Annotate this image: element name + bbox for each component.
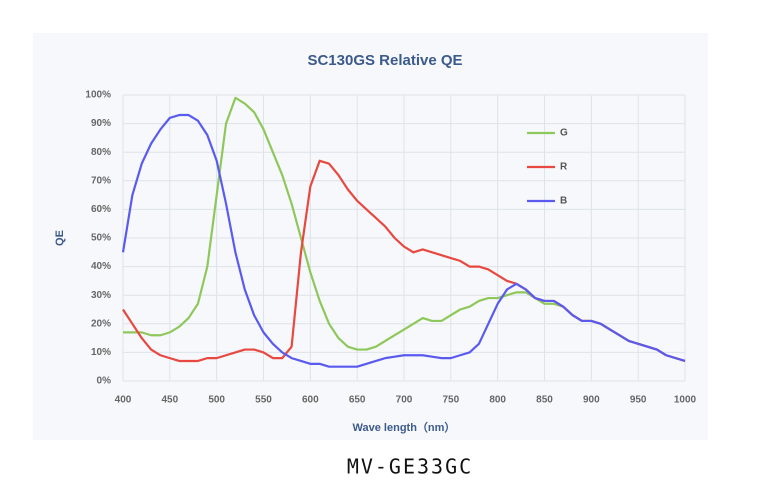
x-tick-label: 400 bbox=[115, 395, 132, 406]
x-tick-label: 700 bbox=[396, 395, 413, 406]
y-tick-label: 20% bbox=[91, 318, 111, 329]
y-tick-label: 50% bbox=[91, 233, 111, 244]
x-tick-label: 750 bbox=[442, 395, 459, 406]
x-tick-label: 800 bbox=[489, 395, 506, 406]
y-tick-label: 60% bbox=[91, 204, 111, 215]
x-tick-label: 850 bbox=[536, 395, 553, 406]
x-tick-label: 900 bbox=[583, 395, 600, 406]
y-tick-label: 90% bbox=[91, 118, 111, 129]
y-tick-label: 0% bbox=[97, 376, 112, 387]
x-tick-label: 500 bbox=[208, 395, 225, 406]
x-tick-label: 1000 bbox=[674, 395, 697, 406]
y-tick-label: 70% bbox=[91, 175, 111, 186]
x-tick-label: 650 bbox=[349, 395, 366, 406]
legend-label: B bbox=[560, 196, 567, 207]
legend-label: G bbox=[560, 128, 568, 139]
caption: MV-GE33GC bbox=[347, 455, 473, 479]
y-tick-label: 30% bbox=[91, 290, 111, 301]
x-tick-label: 600 bbox=[302, 395, 319, 406]
x-tick-label: 550 bbox=[255, 395, 272, 406]
x-axis-label: Wave length（nm） bbox=[353, 421, 456, 434]
series-line bbox=[121, 113, 686, 368]
x-tick-label: 950 bbox=[630, 395, 647, 406]
chart-panel bbox=[33, 33, 708, 440]
legend-label: R bbox=[560, 162, 568, 173]
y-tick-label: 80% bbox=[91, 147, 111, 158]
chart-title: SC130GS Relative QE bbox=[307, 52, 462, 69]
y-tick-label: 100% bbox=[85, 90, 111, 101]
x-tick-label: 450 bbox=[161, 395, 178, 406]
y-tick-label: 40% bbox=[91, 261, 111, 272]
y-tick-label: 10% bbox=[91, 347, 111, 358]
y-axis-label: QE bbox=[54, 230, 66, 246]
